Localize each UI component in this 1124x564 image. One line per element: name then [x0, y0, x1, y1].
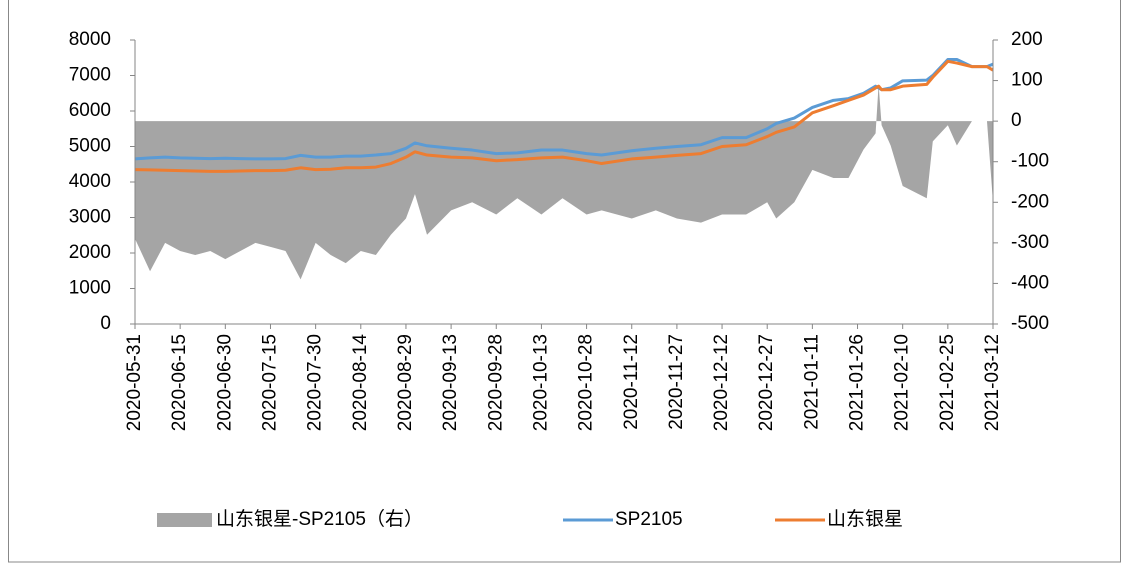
x-tick-label: 2020-05-31	[124, 334, 145, 431]
x-tick-label: 2020-10-28	[576, 334, 597, 431]
x-tick-label: 2021-03-12	[982, 334, 1003, 431]
y2-tick-label: -200	[1011, 191, 1049, 212]
y-tick-label: 5000	[69, 136, 111, 157]
x-tick-label: 2020-06-15	[169, 334, 190, 431]
chart-frame	[8, 0, 1121, 563]
x-tick-label: 2020-11-12	[621, 334, 642, 430]
y2-tick-label: -400	[1011, 272, 1049, 293]
y-tick-label: 8000	[69, 29, 111, 50]
y2-tick-label: -500	[1011, 313, 1049, 334]
x-tick-label: 2020-09-28	[485, 334, 506, 431]
x-tick-label: 2020-10-13	[530, 334, 551, 431]
x-tick-label: 2020-08-29	[395, 334, 416, 431]
y-tick-label: 4000	[69, 171, 111, 192]
legend-label: 山东银星-SP2105（右）	[216, 508, 423, 530]
x-tick-label: 2021-02-25	[937, 334, 958, 431]
y-tick-label: 3000	[69, 207, 111, 228]
legend-label: 山东银星	[827, 508, 903, 530]
y-tick-label: 7000	[69, 65, 111, 86]
y2-tick-label: -100	[1011, 151, 1049, 172]
x-tick-label: 2020-07-30	[305, 334, 326, 431]
y2-tick-label: 200	[1011, 29, 1043, 50]
y-tick-label: 6000	[69, 100, 111, 121]
y2-tick-label: 0	[1011, 110, 1022, 131]
y2-tick-label: 100	[1011, 70, 1043, 91]
x-tick-label: 2021-01-26	[847, 334, 868, 431]
y-tick-label: 2000	[69, 242, 111, 263]
legend-label: SP2105	[615, 509, 683, 530]
y-tick-label: 0	[100, 313, 111, 334]
x-tick-label: 2020-12-27	[756, 334, 777, 431]
x-tick-label: 2020-08-14	[350, 334, 371, 432]
x-tick-label: 2020-09-13	[440, 334, 461, 431]
x-tick-label: 2020-11-27	[666, 334, 687, 430]
area	[135, 84, 993, 280]
x-tick-label: 2020-06-30	[214, 334, 235, 431]
x-tick-label: 2020-07-15	[259, 334, 280, 431]
x-tick-label: 2021-01-11	[801, 334, 822, 430]
line	[134, 59, 994, 173]
x-tick-label: 2020-12-12	[711, 334, 732, 431]
legend-swatch	[157, 513, 212, 527]
x-tick-label: 2021-02-10	[892, 334, 913, 431]
y-tick-label: 1000	[69, 278, 111, 299]
y2-tick-label: -300	[1011, 232, 1049, 253]
